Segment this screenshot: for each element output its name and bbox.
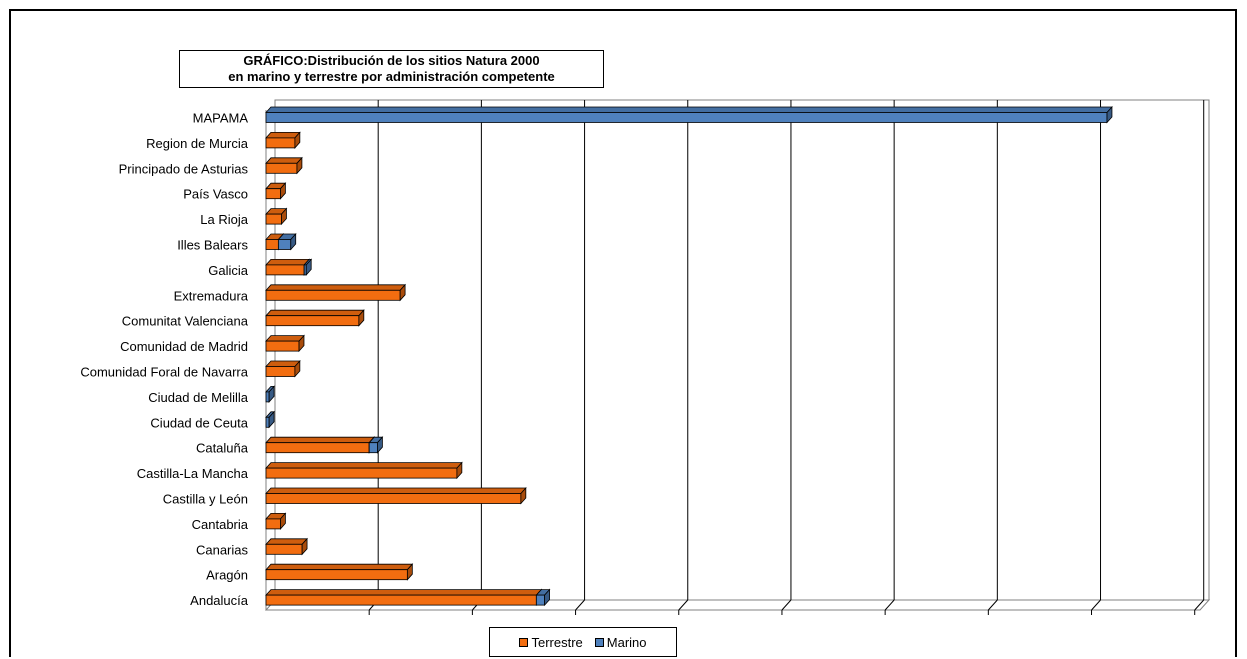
bar-canarias-terrestre — [265, 543, 303, 555]
bar-principado-de-asturias-terrestre-end — [296, 156, 303, 175]
category-label: Cataluña — [196, 441, 249, 456]
bar-andalucia-marino — [535, 594, 546, 606]
bar-ciudad-de-melilla-marino-end — [268, 385, 275, 403]
chart-legend: Terrestre Marino — [489, 627, 677, 657]
bar-la-rioja-terrestre — [265, 213, 282, 225]
bar-comunidad-de-madrid-terrestre-end — [298, 334, 305, 353]
bar-mapama-marino-top — [265, 106, 1113, 113]
category-label: La Rioja — [200, 212, 248, 227]
legend-item-marino: Marino — [594, 634, 647, 650]
bar-cataluna-marino-end — [377, 436, 383, 454]
legend-swatch-terrestre — [519, 637, 529, 647]
bar-region-de-murcia-terrestre — [265, 137, 296, 149]
category-label: Illes Balears — [177, 238, 248, 253]
category-label: Principado de Asturias — [119, 161, 249, 176]
bar-aragon-terrestre — [265, 569, 408, 581]
bar-canarias-terrestre-top — [265, 538, 308, 545]
bar-region-de-murcia-terrestre-top — [265, 131, 301, 139]
bar-aragon-terrestre-end — [406, 563, 413, 581]
bar-galicia-terrestre-top — [265, 258, 311, 266]
bar-castilla-la-mancha-terrestre — [265, 467, 458, 479]
chart-title-line-1: GRÁFICO:Distribución de los sitios Natur… — [243, 53, 540, 68]
bar-la-rioja-terrestre-end — [281, 207, 287, 226]
bar-pais-vasco-terrestre — [265, 188, 281, 200]
bar-ciudad-de-melilla-marino — [265, 391, 270, 403]
bar-ciudad-de-ceuta-marino — [265, 416, 270, 428]
bar-principado-de-asturias-terrestre — [265, 162, 298, 174]
bar-castilla-y-leon-terrestre — [265, 493, 522, 504]
gridline-floor — [1194, 599, 1205, 611]
chart-title-line-2: en marino y terrestre por administración… — [228, 69, 555, 84]
bar-comunidad-foral-de-navarra-terrestre-end — [294, 359, 301, 378]
bar-mapama-marino-end — [1106, 105, 1113, 124]
bar-andalucia-terrestre — [265, 594, 537, 606]
bar-comunidad-foral-de-navarra-terrestre — [265, 366, 296, 377]
bar-castilla-la-mancha-terrestre-top — [265, 462, 463, 469]
category-label: Canarias — [196, 542, 249, 557]
bar-extremadura-terrestre-top — [265, 284, 406, 291]
category-label: Comunitat Valenciana — [122, 314, 249, 329]
bar-cataluna-terrestre-top — [265, 436, 376, 444]
category-label: MAPAMA — [193, 111, 249, 126]
category-label: Comunidad Foral de Navarra — [80, 365, 248, 380]
bar-principado-de-asturias-terrestre-top — [265, 157, 303, 164]
chart-frame — [9, 9, 1237, 657]
gridline-floor — [575, 599, 585, 611]
bar-galicia-marino-end — [305, 258, 312, 276]
bar-comunitat-valenciana-terrestre-end — [358, 309, 365, 327]
category-label: Castilla y León — [163, 492, 248, 507]
bar-extremadura-terrestre — [265, 289, 401, 301]
bar-canarias-terrestre-end — [301, 537, 308, 556]
legend-label-terrestre: Terrestre — [531, 634, 583, 650]
bar-ciudad-de-ceuta-marino-end — [268, 410, 275, 429]
gridline-floor — [987, 599, 998, 611]
category-label: Comunidad de Madrid — [120, 339, 248, 354]
gridline-floor — [1091, 599, 1101, 611]
category-label: Aragón — [206, 568, 248, 583]
bar-cantabria-terrestre-end — [280, 512, 286, 530]
bar-castilla-y-leon-terrestre-end — [520, 486, 527, 505]
bar-andalucia-terrestre-top — [265, 589, 543, 596]
category-label: Ciudad de Melilla — [148, 390, 248, 405]
category-label: Extremadura — [174, 288, 249, 303]
bar-comunidad-de-madrid-terrestre-top — [265, 335, 305, 342]
bar-comunitat-valenciana-terrestre — [265, 315, 360, 327]
gridline-floor — [781, 599, 792, 611]
chart-title: GRÁFICO:Distribución de los sitios Natur… — [179, 50, 604, 88]
chart-back-wall — [274, 99, 1210, 600]
category-label: Region de Murcia — [146, 136, 249, 151]
category-label: Andalucía — [190, 593, 249, 608]
bar-region-de-murcia-terrestre-end — [294, 131, 301, 149]
category-label: País Vasco — [183, 187, 248, 202]
bar-pais-vasco-terrestre-end — [280, 182, 286, 200]
bar-andalucia-marino-end — [544, 588, 550, 607]
bar-cataluna-terrestre — [265, 442, 370, 454]
gridline-floor — [678, 599, 689, 611]
bar-comunidad-foral-de-navarra-terrestre-top — [265, 360, 301, 367]
category-label: Galicia — [208, 263, 249, 278]
bar-extremadura-terrestre-end — [399, 283, 406, 302]
bar-castilla-y-leon-terrestre-top — [265, 487, 527, 494]
bar-comunidad-de-madrid-terrestre — [265, 340, 300, 352]
bar-illes-balears-terrestre — [265, 239, 279, 250]
bar-illes-balears-marino-end — [290, 232, 297, 251]
category-label: Ciudad de Ceuta — [150, 415, 248, 430]
legend-label-marino: Marino — [606, 634, 647, 650]
legend-item-terrestre: Terrestre — [519, 634, 583, 650]
bar-comunitat-valenciana-terrestre-top — [265, 309, 365, 317]
bar-cantabria-terrestre — [265, 518, 281, 530]
bar-galicia-terrestre — [265, 264, 305, 276]
legend-swatch-marino — [594, 637, 604, 647]
bar-castilla-la-mancha-terrestre-end — [456, 461, 463, 480]
gridline-floor — [884, 599, 895, 611]
bar-aragon-terrestre-top — [265, 563, 414, 571]
bar-cataluna-marino — [368, 442, 378, 454]
bar-mapama-marino — [265, 112, 1108, 123]
category-label: Castilla-La Mancha — [137, 466, 249, 481]
category-label: Cantabria — [192, 517, 249, 532]
bar-illes-balears-marino — [277, 239, 292, 250]
